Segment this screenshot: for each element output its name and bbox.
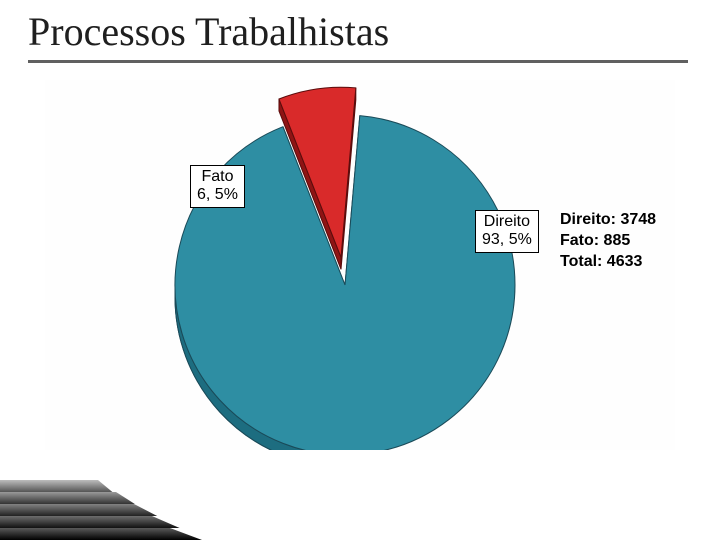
slice-label-direito: Direito 93, 5%: [475, 210, 539, 253]
slice-label-direito-pct: 93, 5%: [482, 231, 532, 248]
title-underline: [28, 60, 688, 63]
stats-block: Direito: 3748 Fato: 885 Total: 4633: [560, 210, 656, 272]
slice-label-direito-name: Direito: [484, 213, 530, 230]
stat-total: Total: 4633: [560, 252, 656, 273]
slice-label-fato-pct: 6, 5%: [197, 186, 238, 203]
corner-decor: [0, 450, 250, 540]
stat-direito: Direito: 3748: [560, 210, 656, 231]
slide: Processos Trabalhistas Direito 93, 5% Fa…: [0, 0, 720, 540]
stat-fato: Fato: 885: [560, 231, 656, 252]
page-title: Processos Trabalhistas: [28, 8, 389, 55]
slice-label-fato-name: Fato: [201, 168, 233, 185]
slice-label-fato: Fato 6, 5%: [190, 165, 245, 208]
